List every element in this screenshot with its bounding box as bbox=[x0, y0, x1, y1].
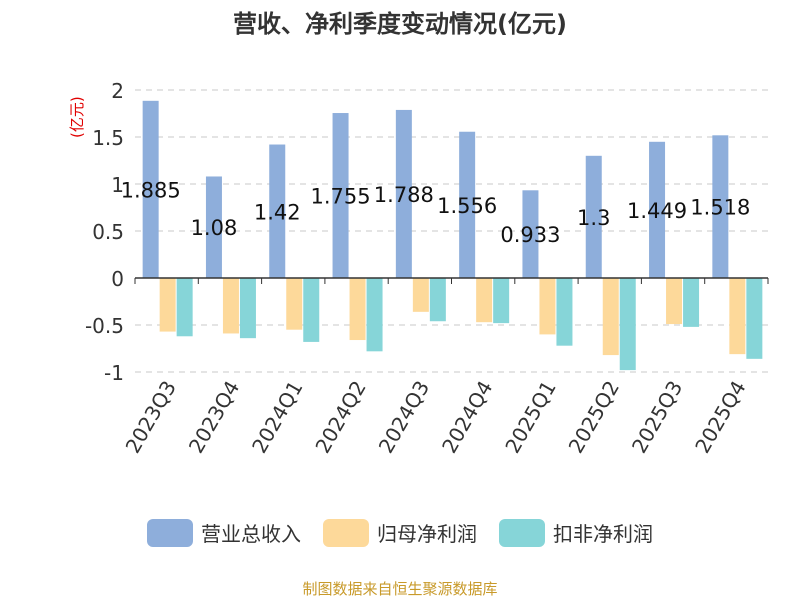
x-tick-label: 2023Q4 bbox=[184, 377, 244, 458]
data-label: 1.885 bbox=[121, 178, 181, 202]
source-footer: 制图数据来自恒生聚源数据库 bbox=[302, 580, 498, 598]
bar bbox=[142, 100, 159, 278]
y-tick-label: -0.5 bbox=[85, 314, 124, 338]
bar bbox=[332, 113, 349, 278]
bar bbox=[159, 278, 176, 332]
x-tick-label: 2024Q2 bbox=[310, 377, 370, 458]
x-tick-label: 2024Q4 bbox=[437, 377, 497, 458]
x-tick-label: 2025Q3 bbox=[627, 377, 687, 458]
legend-item-revenue[interactable]: 营业总收入 bbox=[147, 518, 301, 547]
legend-swatch bbox=[323, 518, 369, 547]
bar bbox=[729, 278, 746, 355]
x-tick-label: 2024Q1 bbox=[247, 377, 307, 458]
bar bbox=[269, 144, 286, 278]
bar bbox=[602, 278, 619, 356]
x-tick-label: 2023Q3 bbox=[121, 377, 181, 458]
legend-swatch bbox=[147, 518, 193, 547]
legend-label: 扣非净利润 bbox=[553, 522, 653, 546]
data-label: 0.933 bbox=[500, 223, 560, 247]
legend-swatch bbox=[499, 518, 545, 547]
legend-item-net-profit[interactable]: 归母净利润 bbox=[323, 518, 477, 547]
y-tick-label: 0 bbox=[111, 267, 124, 291]
bar bbox=[556, 278, 573, 346]
legend: 营业总收入 归母净利润 扣非净利润 bbox=[0, 518, 800, 547]
y-tick-label: 0.5 bbox=[92, 220, 124, 244]
bar bbox=[666, 278, 683, 325]
bar bbox=[366, 278, 383, 352]
y-tick-label: -1 bbox=[104, 361, 124, 385]
legend-item-deducted-profit[interactable]: 扣非净利润 bbox=[499, 518, 653, 547]
bar bbox=[522, 190, 539, 278]
bar bbox=[176, 278, 193, 337]
bar bbox=[493, 278, 510, 324]
bar bbox=[683, 278, 700, 327]
bar bbox=[585, 155, 602, 278]
bar bbox=[412, 278, 429, 312]
bar bbox=[539, 278, 556, 335]
bar bbox=[619, 278, 636, 371]
x-tick-label: 2025Q1 bbox=[500, 377, 560, 458]
bar bbox=[459, 131, 476, 278]
bar bbox=[712, 135, 729, 278]
data-label: 1.755 bbox=[310, 185, 370, 209]
bar bbox=[476, 278, 493, 323]
y-tick-label: 1 bbox=[111, 173, 124, 197]
data-label: 1.08 bbox=[191, 216, 238, 240]
bar bbox=[222, 278, 239, 334]
data-label: 1.449 bbox=[627, 199, 687, 223]
data-label: 1.518 bbox=[690, 196, 750, 220]
bar bbox=[429, 278, 446, 322]
x-tick-label: 2025Q4 bbox=[690, 377, 750, 458]
bar bbox=[395, 109, 412, 278]
bar bbox=[286, 278, 303, 330]
bar bbox=[239, 278, 256, 339]
bar bbox=[746, 278, 763, 359]
bar bbox=[649, 141, 666, 278]
x-tick-label: 2025Q2 bbox=[564, 377, 624, 458]
x-tick-label: 2024Q3 bbox=[374, 377, 434, 458]
data-label: 1.3 bbox=[577, 206, 610, 230]
data-label: 1.556 bbox=[437, 194, 497, 218]
y-tick-label: 2 bbox=[111, 79, 124, 103]
y-tick-label: 1.5 bbox=[92, 126, 124, 150]
data-label: 1.788 bbox=[374, 183, 434, 207]
data-label: 1.42 bbox=[254, 200, 301, 224]
legend-label: 归母净利润 bbox=[377, 522, 477, 546]
bar bbox=[205, 176, 222, 278]
legend-label: 营业总收入 bbox=[201, 522, 301, 546]
chart-title: 营收、净利季度变动情况(亿元) bbox=[233, 10, 567, 38]
bar bbox=[349, 278, 366, 341]
bar bbox=[303, 278, 320, 342]
